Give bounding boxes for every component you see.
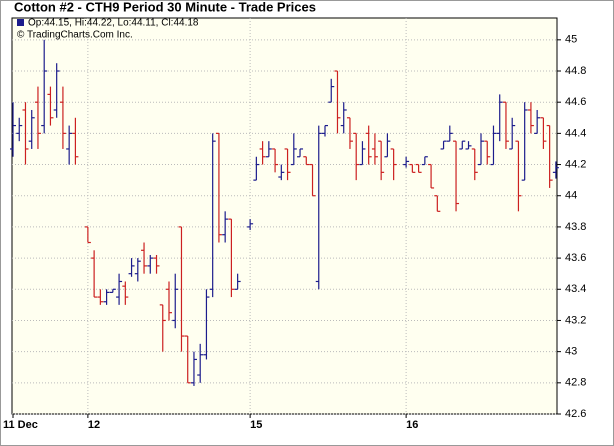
y-tick-label: 44.4 bbox=[565, 127, 586, 139]
y-tick-label: 45 bbox=[565, 34, 577, 46]
y-tick-label: 44.2 bbox=[565, 158, 586, 170]
y-tick-label: 43 bbox=[565, 346, 577, 358]
x-tick-label: 11 Dec bbox=[3, 419, 38, 431]
y-tick-label: 42.8 bbox=[565, 377, 586, 389]
y-tick-label: 44.6 bbox=[565, 96, 586, 108]
legend-swatch bbox=[17, 19, 24, 26]
legend-text: Op:44.15, Hi:44.22, Lo:44.11, Cl:44.18 bbox=[28, 18, 199, 29]
y-tick-label: 43.8 bbox=[565, 221, 586, 233]
chart-title: Cotton #2 - CTH9 Period 30 Minute - Trad… bbox=[14, 0, 316, 14]
x-tick-label: 12 bbox=[88, 419, 100, 431]
y-tick-label: 42.6 bbox=[565, 408, 586, 420]
copyright: © TradingCharts.Com Inc. bbox=[17, 30, 133, 41]
x-tick-label: 15 bbox=[250, 419, 262, 431]
x-tick-label: 16 bbox=[406, 419, 418, 431]
y-tick-label: 43.6 bbox=[565, 252, 586, 264]
plot-area bbox=[11, 17, 558, 415]
y-tick-label: 44 bbox=[565, 190, 577, 202]
y-tick-label: 43.4 bbox=[565, 283, 586, 295]
y-tick-label: 43.2 bbox=[565, 314, 586, 326]
y-tick-label: 44.8 bbox=[565, 65, 586, 77]
